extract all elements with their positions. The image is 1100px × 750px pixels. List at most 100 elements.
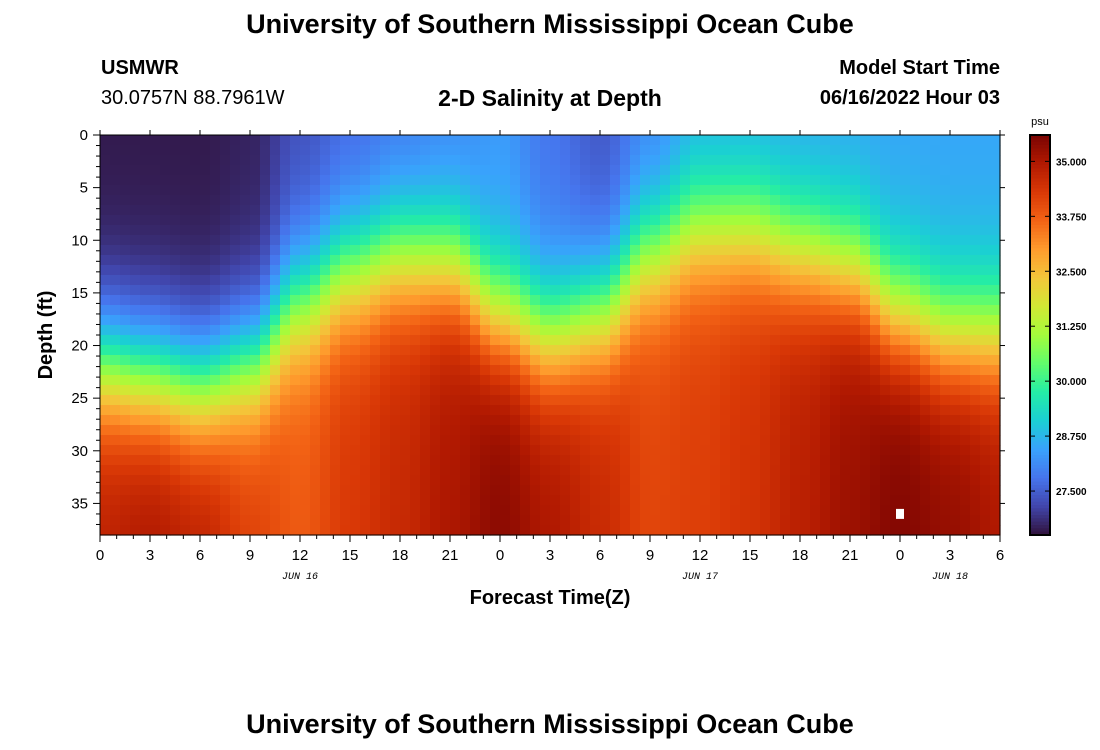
heatmap-cell <box>230 475 241 486</box>
heatmap-cell <box>620 375 631 386</box>
heatmap-cell <box>520 415 531 426</box>
heatmap-cell <box>320 505 331 516</box>
heatmap-cell <box>760 495 771 506</box>
heatmap-cell <box>230 295 241 306</box>
colorbar-segment <box>1030 498 1050 503</box>
heatmap-cell <box>390 495 401 506</box>
heatmap-cell <box>220 165 231 176</box>
heatmap-cell <box>950 155 961 166</box>
heatmap-cell <box>990 245 1001 256</box>
heatmap-cell <box>500 325 511 336</box>
heatmap-cell <box>690 365 701 376</box>
heatmap-cell <box>730 155 741 166</box>
heatmap-cell <box>850 405 861 416</box>
heatmap-cell <box>230 195 241 206</box>
heatmap-cell <box>380 235 391 246</box>
heatmap-cell <box>280 245 291 256</box>
heatmap-cell <box>130 445 141 456</box>
heatmap-cell <box>440 345 451 356</box>
heatmap-cell <box>920 455 931 466</box>
heatmap-cell <box>650 255 661 266</box>
heatmap-cell <box>970 505 981 516</box>
heatmap-cell <box>630 515 641 526</box>
heatmap-cell <box>940 255 951 266</box>
heatmap-cell <box>280 375 291 386</box>
heatmap-cell <box>450 295 461 306</box>
heatmap-cell <box>190 245 201 256</box>
heatmap-cell <box>180 215 191 226</box>
heatmap-cell <box>270 515 281 526</box>
heatmap-cell <box>500 405 511 416</box>
heatmap-cell <box>740 145 751 156</box>
heatmap-cell <box>810 465 821 476</box>
heatmap-cell <box>950 165 961 176</box>
heatmap-cell <box>250 345 261 356</box>
heatmap-cell <box>120 345 131 356</box>
heatmap-cell <box>890 235 901 246</box>
heatmap-cell <box>110 325 121 336</box>
colorbar-segment <box>1030 291 1050 296</box>
heatmap-cell <box>880 225 891 236</box>
heatmap-cell <box>870 355 881 366</box>
heatmap-cell <box>990 165 1001 176</box>
heatmap-cell <box>210 395 221 406</box>
heatmap-cell <box>830 285 841 296</box>
heatmap-cell <box>760 505 771 516</box>
heatmap-cell <box>360 495 371 506</box>
heatmap-cell <box>460 335 471 346</box>
heatmap-cell <box>880 175 891 186</box>
heatmap-cell <box>500 235 511 246</box>
heatmap-cell <box>920 165 931 176</box>
heatmap-cell <box>680 385 691 396</box>
heatmap-cell <box>420 375 431 386</box>
heatmap-cell <box>680 155 691 166</box>
heatmap-cell <box>850 275 861 286</box>
heatmap-cell <box>240 135 251 146</box>
heatmap-cell <box>360 315 371 326</box>
heatmap-cell <box>220 415 231 426</box>
heatmap-cell <box>190 345 201 356</box>
heatmap-cell <box>610 325 621 336</box>
heatmap-cell <box>490 445 501 456</box>
heatmap-cell <box>840 255 851 266</box>
heatmap-cell <box>770 515 781 526</box>
heatmap-cell <box>240 345 251 356</box>
heatmap-cell <box>100 195 111 206</box>
heatmap-cell <box>250 235 261 246</box>
heatmap-cell <box>920 305 931 316</box>
heatmap-cell <box>540 265 551 276</box>
heatmap-cell <box>130 355 141 366</box>
heatmap-cell <box>320 465 331 476</box>
heatmap-cell <box>170 195 181 206</box>
heatmap-cell <box>780 335 791 346</box>
heatmap-cell <box>360 515 371 526</box>
heatmap-cell <box>340 205 351 216</box>
heatmap-cell <box>390 325 401 336</box>
heatmap-cell <box>210 165 221 176</box>
heatmap-cell <box>100 365 111 376</box>
colorbar-segment <box>1030 261 1050 266</box>
heatmap-cell <box>160 505 171 516</box>
heatmap-cell <box>630 255 641 266</box>
heatmap-cell <box>440 395 451 406</box>
heatmap-cell <box>650 385 661 396</box>
heatmap-cell <box>960 365 971 376</box>
heatmap-cell <box>460 395 471 406</box>
heatmap-cell <box>620 495 631 506</box>
heatmap-cell <box>630 285 641 296</box>
heatmap-cell <box>970 145 981 156</box>
heatmap-cell <box>120 425 131 436</box>
heatmap-cell <box>880 415 891 426</box>
heatmap-cell <box>740 305 751 316</box>
heatmap-cell <box>900 425 911 436</box>
heatmap-cell <box>940 275 951 286</box>
heatmap-cell <box>640 225 651 236</box>
heatmap-cell <box>580 275 591 286</box>
heatmap-cell <box>600 445 611 456</box>
heatmap-cell <box>720 305 731 316</box>
heatmap-cell <box>730 295 741 306</box>
heatmap-cell <box>910 455 921 466</box>
heatmap-cell <box>270 185 281 196</box>
heatmap-cell <box>950 465 961 476</box>
heatmap-cell <box>790 445 801 456</box>
